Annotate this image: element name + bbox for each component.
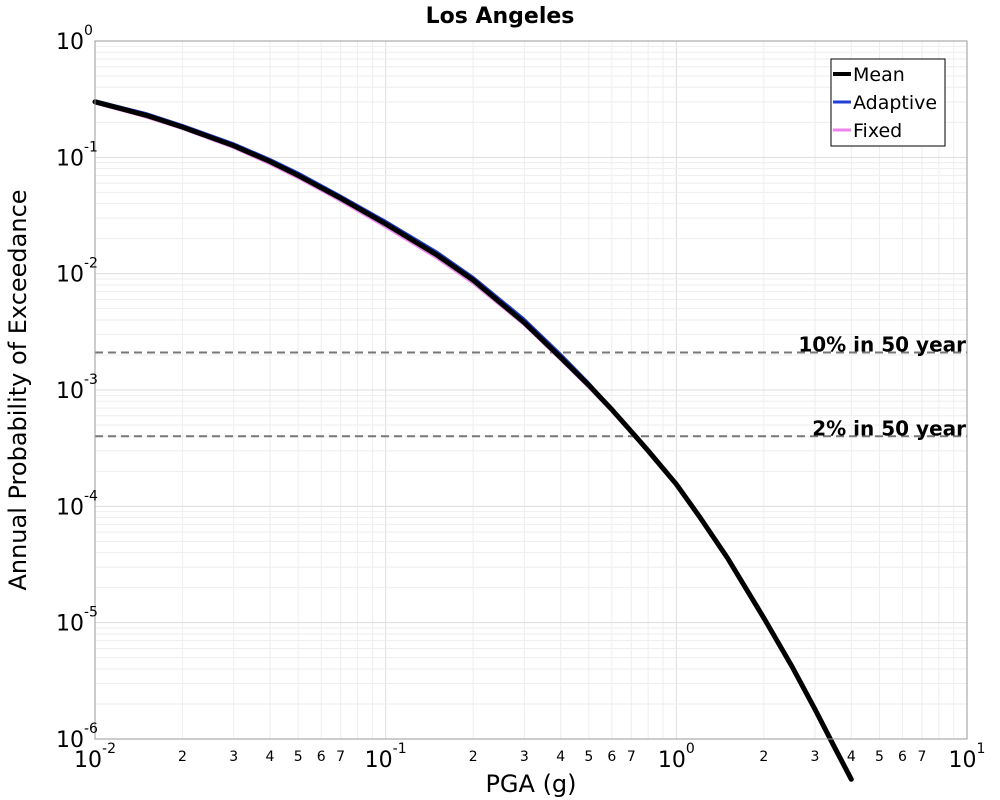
reference-lines: 10% in 50 year 2% in 50 year	[95, 333, 967, 440]
reference-line-label: 10% in 50 year	[798, 333, 966, 357]
legend-label-fixed: Fixed	[853, 120, 902, 142]
x-tick-label: 10-1	[365, 741, 407, 773]
x-minor-tick-label: 4	[847, 749, 856, 765]
x-minor-tick-label: 4	[266, 749, 275, 765]
x-minor-tick-label: 6	[607, 749, 616, 765]
x-axis-label: PGA (g)	[485, 770, 576, 798]
x-minor-tick-label: 7	[627, 749, 636, 765]
y-tick-label: 10-5	[56, 605, 98, 637]
x-minor-tick-label: 3	[520, 749, 529, 765]
x-tick-label: 101	[949, 741, 986, 773]
x-tick-label: 100	[658, 741, 695, 773]
series-line-fixed	[94, 102, 650, 454]
y-tick-label: 10-2	[56, 256, 98, 288]
x-minor-tick-label: 6	[317, 749, 326, 765]
x-minor-tick-label: 6	[898, 749, 907, 765]
reference-line-label: 2% in 50 year	[812, 416, 966, 440]
y-tick-label: 10-4	[56, 488, 98, 520]
legend-label-mean: Mean	[853, 64, 905, 86]
x-minor-tick-label: 2	[469, 749, 478, 765]
y-tick-label: 10-1	[56, 139, 98, 171]
x-minor-tick-label: 5	[875, 749, 884, 765]
series-line-adaptive	[94, 99, 650, 452]
series-line-mean	[92, 99, 854, 782]
x-minor-tick-label: 5	[294, 749, 303, 765]
y-tick-label: 10-3	[56, 372, 98, 404]
x-minor-tick-label: 3	[811, 749, 820, 765]
grid	[94, 41, 967, 740]
y-tick-label: 10-6	[56, 721, 98, 753]
x-minor-tick-label: 5	[584, 749, 593, 765]
x-minor-tick-label: 7	[336, 749, 345, 765]
legend-label-adaptive: Adaptive	[853, 92, 937, 114]
series-group	[92, 99, 854, 782]
y-axis-ticks: 100 10-1 10-2 10-3 10-4 10-5 10-6	[56, 23, 98, 753]
y-tick-label: 100	[56, 23, 93, 55]
x-tick-label: 10-2	[74, 741, 116, 773]
x-minor-tick-label: 4	[556, 749, 565, 765]
plot-frame	[94, 40, 968, 740]
x-minor-tick-label: 3	[229, 749, 238, 765]
y-axis-label: Annual Probability of Exceedance	[4, 189, 32, 590]
chart-title: Los Angeles	[426, 4, 575, 29]
x-minor-tick-label: 7	[918, 749, 927, 765]
x-minor-tick-label: 2	[759, 749, 768, 765]
x-minor-tick-label: 2	[178, 749, 187, 765]
legend: Mean Adaptive Fixed	[830, 58, 946, 147]
